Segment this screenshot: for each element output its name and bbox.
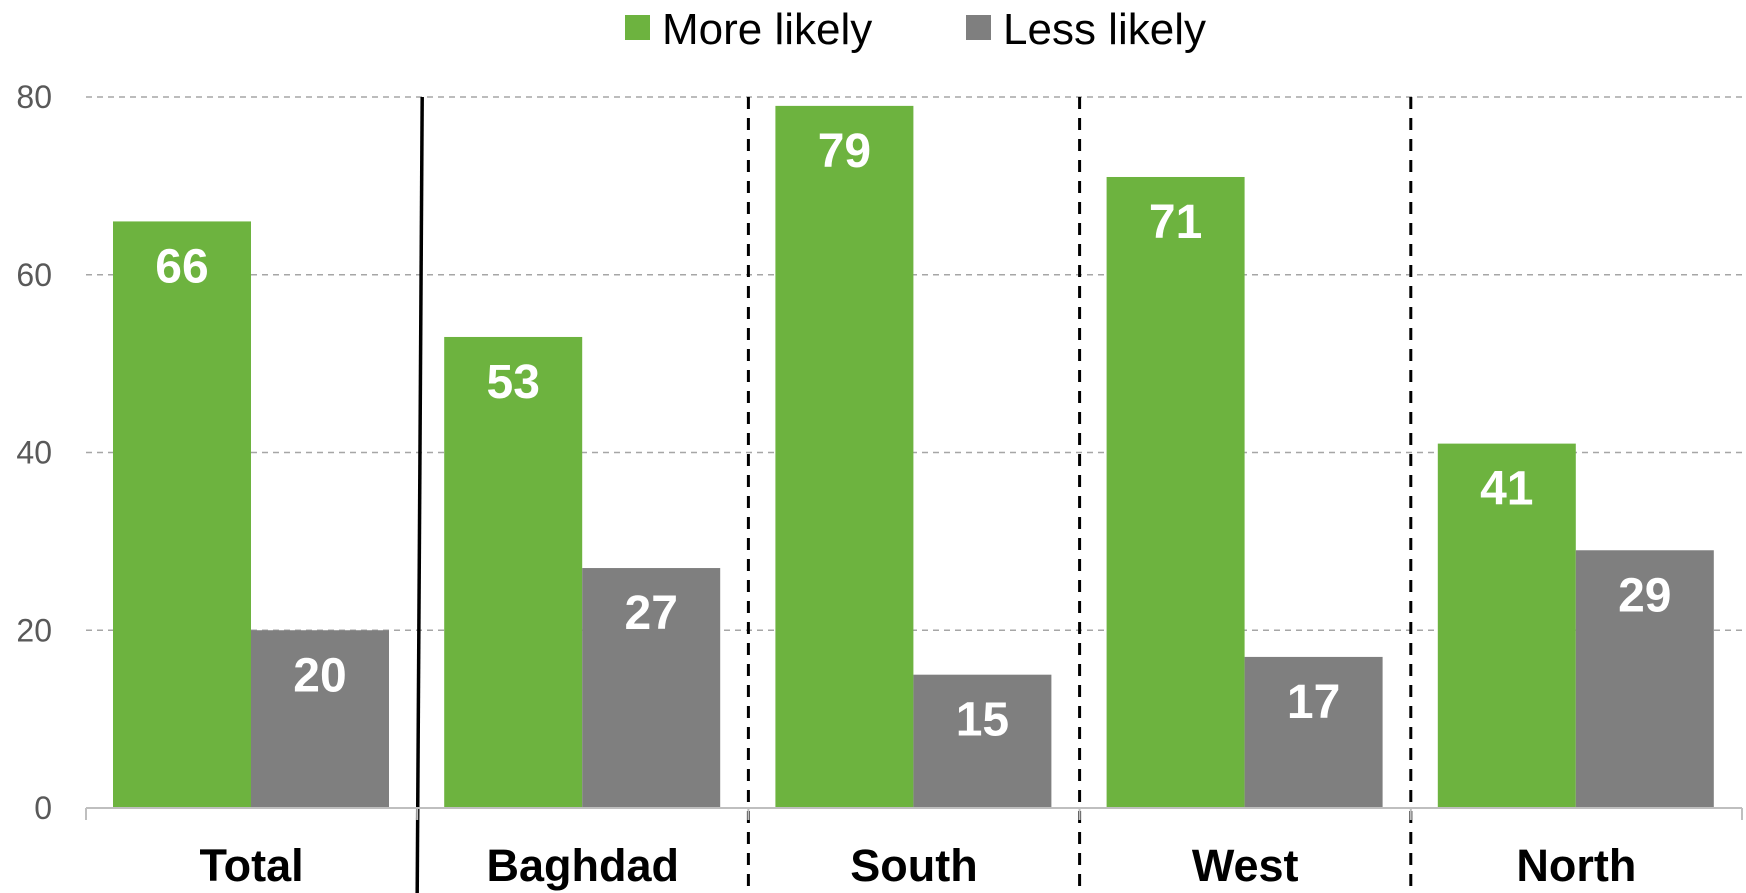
category-label-north: North — [1516, 840, 1636, 891]
bar-more-likely-west — [1106, 176, 1245, 809]
category-label-west: West — [1192, 840, 1299, 891]
legend-label-more-likely: More likely — [662, 5, 872, 54]
category-dividers — [415, 96, 1413, 893]
legend-swatch-less-likely — [966, 15, 991, 40]
legend-swatch-more-likely — [625, 15, 650, 40]
bar-value-label: 79 — [818, 125, 871, 178]
bar-value-label: 27 — [625, 587, 678, 640]
bar-more-likely-baghdad — [444, 336, 583, 808]
bar-value-labels: 66 20 53 27 79 15 71 17 41 29 — [155, 125, 1671, 747]
bar-value-label: 15 — [956, 694, 1009, 747]
bar-less-likely-south — [913, 674, 1052, 808]
y-axis-tick-labels: 0 20 40 60 80 — [16, 79, 52, 826]
category-label-south: South — [850, 840, 977, 891]
bar-value-label: 41 — [1480, 463, 1533, 516]
bar-more-likely-south — [775, 105, 914, 808]
bar-less-likely-total — [251, 630, 389, 808]
bar-less-likely-north — [1575, 550, 1714, 808]
legend-label-less-likely: Less likely — [1003, 5, 1206, 54]
x-axis — [85, 807, 1743, 820]
bar-value-label: 53 — [487, 356, 540, 409]
bar-more-likely-north — [1437, 443, 1576, 808]
y-tick-label: 80 — [16, 79, 52, 115]
bar-less-likely-baghdad — [582, 568, 721, 808]
chart-legend: More likely Less likely — [625, 5, 1206, 54]
bar-more-likely-total — [113, 221, 251, 809]
bar-value-label: 29 — [1618, 569, 1671, 622]
bars — [113, 105, 1714, 809]
bar-value-label: 71 — [1149, 196, 1202, 249]
bar-less-likely-west — [1244, 656, 1383, 808]
category-label-baghdad: Baghdad — [487, 840, 680, 891]
x-axis-category-labels: Total Baghdad South West North — [200, 840, 1637, 891]
category-label-total: Total — [200, 840, 304, 891]
y-tick-label: 40 — [16, 435, 52, 471]
group-divider-solid — [415, 96, 424, 893]
bar-value-label: 20 — [293, 649, 346, 702]
bar-value-label: 17 — [1287, 676, 1340, 729]
bar-value-label: 66 — [155, 240, 208, 293]
y-tick-label: 60 — [16, 257, 52, 293]
y-tick-label: 20 — [16, 612, 52, 648]
y-tick-label: 0 — [34, 790, 52, 826]
